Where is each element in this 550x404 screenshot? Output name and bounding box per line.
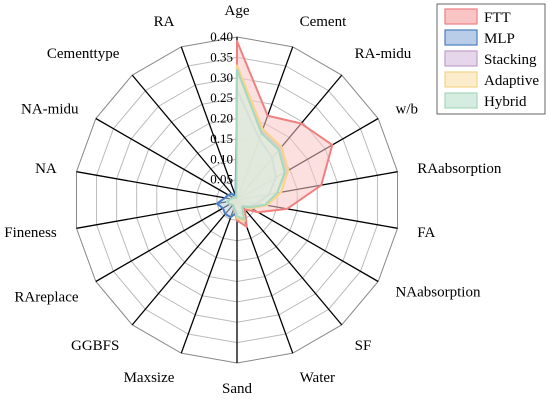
axis-label: NA-midu (21, 102, 79, 118)
legend-swatch (444, 8, 478, 25)
axis-label: SF (355, 338, 372, 354)
legend-swatch (444, 29, 478, 46)
axis-spoke (131, 74, 238, 201)
legend-label: Stacking (484, 52, 537, 68)
axis-spoke (95, 117, 238, 201)
axis-label: RAreplace (14, 290, 78, 306)
legend-label: FTT (484, 10, 511, 26)
tick-label: 0.05 (210, 172, 233, 187)
legend-label: Hybrid (484, 94, 527, 110)
tick-label: 0.30 (210, 70, 233, 85)
legend-label: Adaptive (484, 73, 539, 89)
axis-label: RA-midu (355, 46, 412, 62)
axis-labels: Age Cement RA-midu w/b RAabsorption FA NAabsor… (4, 3, 502, 397)
tick-label: 0.15 (210, 131, 233, 146)
axis-label: NA (35, 161, 57, 177)
axis-label: GGBFS (71, 338, 119, 354)
axis-spoke (76, 199, 238, 229)
radial-tick-labels: 0.05 0.10 0.15 0.20 0.25 0.30 0.35 0.40 (210, 29, 233, 187)
legend-swatch (444, 50, 478, 67)
axis-label: Fineness (4, 225, 57, 241)
axis-label: Maxsize (124, 370, 175, 386)
radar-series (215, 40, 334, 228)
tick-label: 0.20 (210, 111, 233, 126)
axis-label: FA (417, 225, 435, 241)
tick-label: 0.35 (210, 49, 233, 64)
axis-label: RA (154, 14, 175, 30)
axis-label: Age (225, 3, 250, 19)
axis-spoke (76, 171, 238, 201)
axis-label: NAabsorption (395, 285, 480, 301)
axis-spoke (236, 199, 379, 283)
axis-label: Cement (300, 14, 347, 30)
axis-spoke (180, 199, 238, 354)
tick-label: 0.10 (210, 151, 233, 166)
tick-label: 0.40 (210, 29, 233, 44)
tick-label: 0.25 (210, 90, 233, 105)
legend-swatch (444, 92, 478, 109)
axis-spoke (180, 46, 238, 201)
legend: FTT MLP Stacking Adaptive Hybrid (436, 3, 546, 115)
axis-label: Cementtype (47, 46, 120, 62)
axis-label: Sand (222, 381, 253, 397)
legend-swatch (444, 71, 478, 88)
series-hybrid (225, 68, 286, 221)
legend-label: MLP (484, 31, 515, 47)
axis-spoke (131, 199, 238, 326)
axis-spoke (95, 199, 238, 283)
axis-label: RAabsorption (417, 161, 502, 177)
axis-label: w/b (395, 102, 418, 118)
axis-spoke (236, 199, 343, 326)
axis-label: Water (300, 370, 335, 386)
